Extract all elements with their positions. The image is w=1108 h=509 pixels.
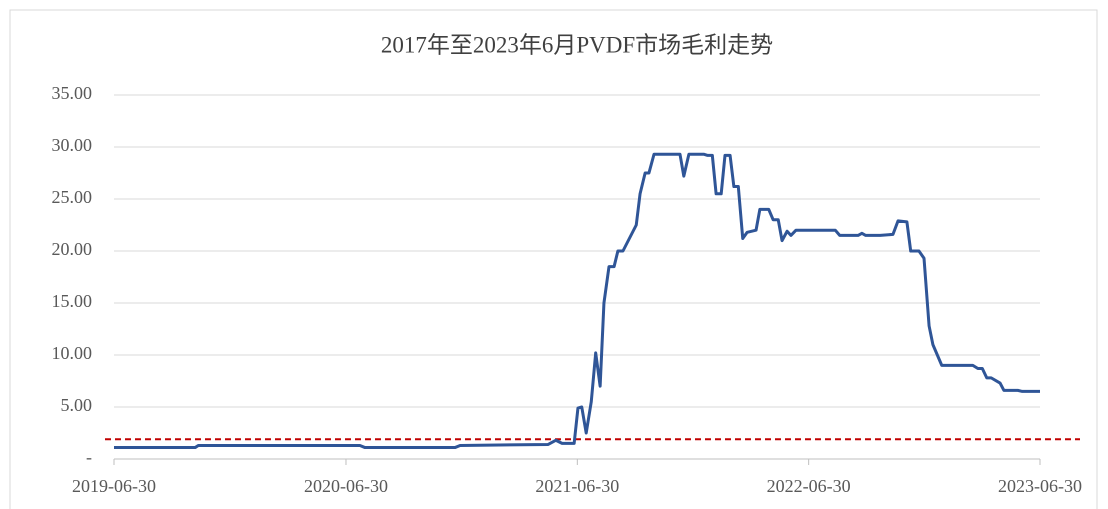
y-tick-label: 25.00 — [52, 187, 93, 207]
y-tick-label: 5.00 — [61, 395, 93, 415]
y-tick-label: 20.00 — [52, 239, 93, 259]
y-tick-label: 10.00 — [52, 343, 93, 363]
x-tick-label: 2022-06-30 — [767, 476, 851, 496]
x-tick-label: 2020-06-30 — [304, 476, 388, 496]
y-tick-label: - — [86, 447, 92, 467]
data-line — [114, 152, 1040, 450]
y-tick-label: 30.00 — [52, 135, 93, 155]
x-tick-label: 2023-06-30 — [998, 476, 1082, 496]
chart-border — [9, 9, 1098, 509]
chart-title: 2017年至2023年6月PVDF市场毛利走势 — [381, 32, 773, 57]
y-tick-label: 35.00 — [52, 83, 93, 103]
x-tick-label: 2021-06-30 — [535, 476, 619, 496]
y-tick-label: 15.00 — [52, 291, 93, 311]
x-tick-label: 2019-06-30 — [72, 476, 156, 496]
